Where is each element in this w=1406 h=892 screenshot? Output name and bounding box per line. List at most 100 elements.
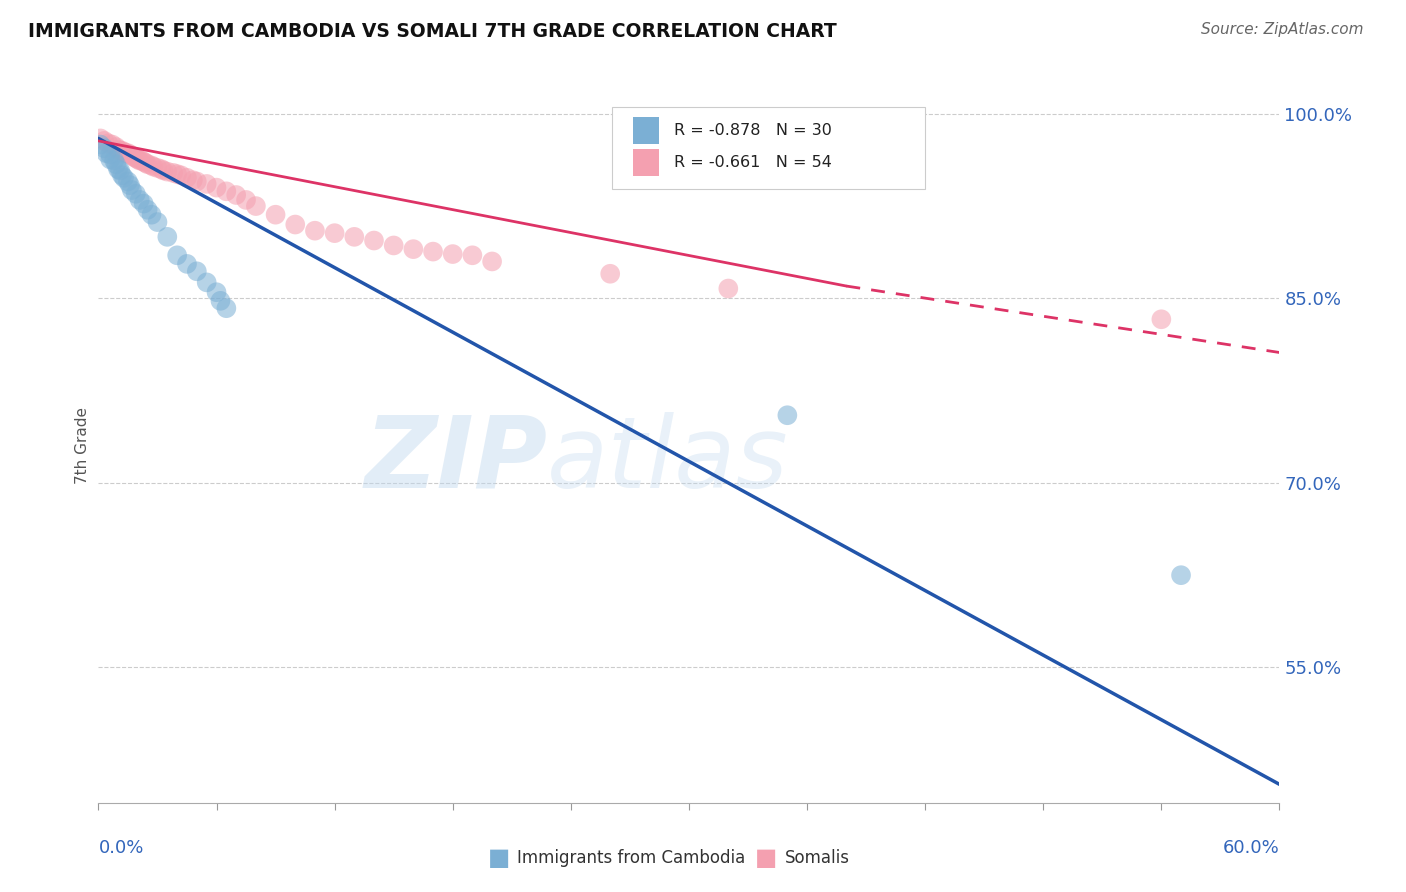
Text: ZIP: ZIP: [364, 412, 547, 508]
Point: [481, 254, 503, 268]
Point: [225, 188, 247, 202]
Text: 60.0%: 60.0%: [1223, 838, 1279, 856]
Point: [235, 193, 257, 207]
Point: [125, 186, 148, 201]
Point: [215, 184, 238, 198]
Point: [93, 134, 115, 148]
Point: [117, 174, 139, 188]
Point: [170, 169, 193, 183]
Point: [599, 267, 621, 281]
Point: [108, 163, 131, 178]
Point: [118, 147, 141, 161]
Point: [117, 146, 139, 161]
Point: [166, 167, 188, 181]
Point: [118, 178, 141, 193]
Point: [150, 162, 173, 177]
Point: [97, 136, 120, 151]
Point: [1170, 568, 1192, 582]
Point: [304, 224, 326, 238]
Text: R = -0.661   N = 54: R = -0.661 N = 54: [673, 155, 831, 170]
Point: [264, 208, 287, 222]
Point: [107, 143, 129, 157]
Point: [205, 180, 228, 194]
Point: [132, 196, 155, 211]
Text: Source: ZipAtlas.com: Source: ZipAtlas.com: [1201, 22, 1364, 37]
Point: [93, 141, 115, 155]
Text: ■: ■: [755, 847, 778, 870]
Point: [105, 140, 128, 154]
Point: [382, 238, 405, 252]
Point: [776, 409, 799, 423]
Point: [96, 146, 118, 161]
Text: atlas: atlas: [547, 412, 789, 508]
Y-axis label: 7th Grade: 7th Grade: [75, 408, 90, 484]
Point: [363, 234, 385, 248]
Point: [128, 193, 150, 207]
Point: [125, 151, 148, 165]
Point: [122, 150, 145, 164]
FancyBboxPatch shape: [612, 107, 925, 189]
Point: [136, 157, 159, 171]
Point: [181, 173, 204, 187]
Point: [107, 162, 129, 177]
Point: [98, 147, 121, 161]
Point: [105, 157, 128, 171]
Point: [441, 247, 464, 261]
Point: [195, 177, 218, 191]
Text: R = -0.878   N = 30: R = -0.878 N = 30: [673, 123, 831, 138]
Point: [323, 226, 346, 240]
Point: [136, 202, 159, 217]
Point: [152, 163, 174, 178]
Point: [209, 293, 232, 308]
Point: [461, 248, 484, 262]
Point: [112, 170, 135, 185]
Point: [141, 159, 163, 173]
Point: [111, 169, 134, 183]
Point: [162, 166, 184, 180]
Text: Somalis: Somalis: [785, 849, 849, 867]
Point: [111, 144, 134, 158]
Point: [186, 174, 208, 188]
FancyBboxPatch shape: [634, 117, 659, 145]
Point: [205, 285, 228, 300]
Point: [284, 218, 307, 232]
Point: [717, 281, 740, 295]
Point: [215, 301, 238, 316]
Point: [195, 276, 218, 290]
Point: [132, 154, 155, 169]
Point: [128, 153, 150, 168]
Point: [142, 160, 165, 174]
Point: [98, 153, 121, 167]
Point: [343, 230, 366, 244]
Point: [422, 244, 444, 259]
Point: [108, 144, 131, 158]
Point: [176, 170, 198, 185]
Point: [156, 164, 179, 178]
Point: [131, 153, 153, 168]
Point: [112, 145, 135, 159]
Point: [121, 183, 143, 197]
Point: [166, 248, 188, 262]
Point: [146, 215, 169, 229]
Point: [127, 153, 149, 167]
Point: [89, 137, 111, 152]
Point: [186, 264, 208, 278]
Point: [245, 199, 267, 213]
Point: [115, 146, 138, 161]
Point: [176, 257, 198, 271]
Text: 0.0%: 0.0%: [98, 838, 143, 856]
Point: [402, 242, 425, 256]
Point: [135, 156, 157, 170]
Point: [103, 153, 125, 168]
Text: IMMIGRANTS FROM CAMBODIA VS SOMALI 7TH GRADE CORRELATION CHART: IMMIGRANTS FROM CAMBODIA VS SOMALI 7TH G…: [28, 22, 837, 41]
Point: [121, 148, 143, 162]
Point: [101, 137, 124, 152]
FancyBboxPatch shape: [634, 149, 659, 177]
Point: [89, 131, 111, 145]
Point: [146, 161, 169, 175]
Point: [141, 208, 163, 222]
Text: Immigrants from Cambodia: Immigrants from Cambodia: [517, 849, 745, 867]
Point: [156, 230, 179, 244]
Point: [1150, 312, 1173, 326]
Text: ■: ■: [488, 847, 510, 870]
